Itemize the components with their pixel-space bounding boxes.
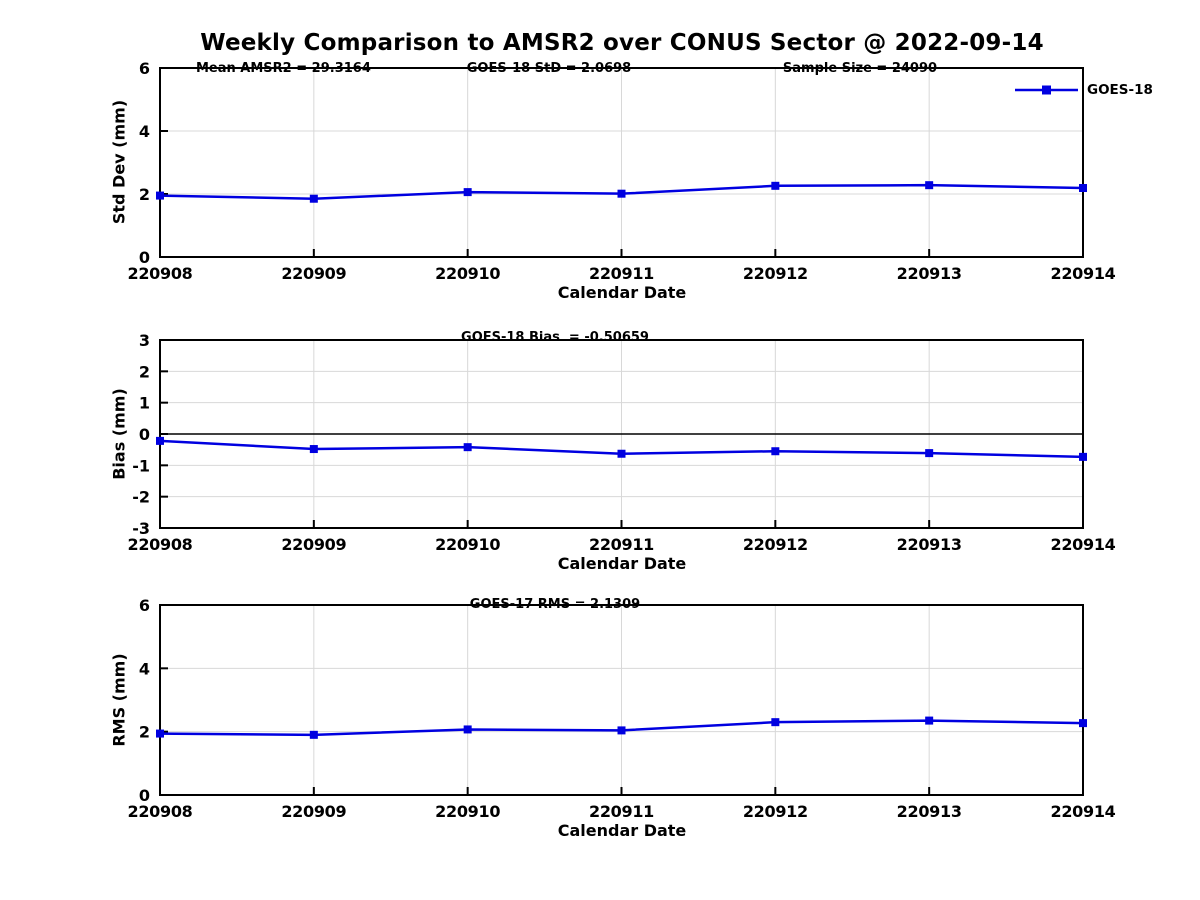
ylabel-std-dev: Std Dev (mm): [109, 99, 129, 225]
legend-label: GOES-18: [1087, 82, 1153, 98]
data-point-marker: [925, 449, 934, 458]
bias-goes18-markers: [156, 436, 1087, 461]
data-point-marker: [309, 730, 318, 739]
xlabel-calendar-date-3: Calendar Date: [557, 821, 687, 840]
y-tick-label: 0: [139, 248, 150, 267]
x-tick-label: 220910: [435, 535, 500, 554]
data-point-marker: [617, 189, 626, 198]
ylabel-bias: Bias (mm): [109, 388, 129, 480]
x-tick-label: 220909: [281, 802, 346, 821]
data-point-marker: [309, 445, 318, 454]
xlabel-calendar-date-1: Calendar Date: [557, 283, 687, 302]
x-tick-label: 220913: [897, 264, 962, 283]
rms-goes18-markers: [156, 716, 1087, 739]
y-tick-label: 0: [139, 425, 150, 444]
ylabel-rms: RMS (mm): [109, 653, 129, 747]
y-tick-label: 4: [139, 122, 150, 141]
y-tick-label: 6: [139, 59, 150, 78]
data-point-marker: [156, 191, 164, 200]
y-tick-label: 6: [139, 596, 150, 615]
x-tick-label: 220912: [743, 535, 808, 554]
x-tick-label: 220912: [743, 264, 808, 283]
y-tick-label: 3: [139, 331, 150, 350]
data-point-marker: [463, 443, 472, 452]
data-point-marker: [617, 449, 626, 458]
x-tick-label: 220914: [1051, 535, 1116, 554]
x-tick-label: 220909: [281, 535, 346, 554]
data-point-marker: [309, 194, 318, 203]
std-dev-chart: 0 2 4 6 220908 220909 220910 220911 220912 220913…: [128, 59, 1116, 283]
x-tick-label: 220913: [897, 535, 962, 554]
y-tick-label: -3: [132, 519, 150, 538]
page-title: Weekly Comparison to AMSR2 over CONUS Se…: [200, 30, 1044, 56]
data-point-marker: [156, 436, 164, 445]
annotation-sample-size: Sample Size = 24090: [782, 61, 938, 76]
x-tick-label: 220914: [1051, 264, 1116, 283]
xlabel-calendar-date-2: Calendar Date: [557, 554, 687, 573]
x-tick-label: 220908: [128, 535, 193, 554]
data-point-marker: [1079, 719, 1087, 728]
y-tick-label: -1: [132, 456, 150, 475]
data-point-marker: [1079, 184, 1087, 193]
annotation-goes18-std: GOES-18 StD = 2.0698: [466, 61, 632, 76]
legend-line-marker-icon: [1015, 85, 1078, 95]
x-tick-label: 220910: [435, 802, 500, 821]
y-tick-label: 0: [139, 786, 150, 805]
data-point-marker: [925, 716, 934, 725]
x-tick-label: 220910: [435, 264, 500, 283]
bias-chart: -3 -2 -1 0 1 2 3 220908 220909 220910 220911 220912…: [128, 331, 1116, 554]
data-point-marker: [617, 726, 626, 735]
data-point-marker: [463, 188, 472, 197]
data-point-marker: [771, 447, 780, 456]
y-tick-label: 2: [139, 723, 150, 742]
data-point-marker: [925, 181, 934, 190]
data-point-marker: [156, 729, 164, 738]
data-point-marker: [771, 718, 780, 727]
annotation-goes17-rms: GOES-17 RMS = 2.1309: [469, 597, 641, 612]
x-tick-label: 220909: [281, 264, 346, 283]
y-tick-label: 2: [139, 185, 150, 204]
x-tick-label: 220912: [743, 802, 808, 821]
y-tick-label: 1: [139, 394, 150, 413]
x-tick-label: 220914: [1051, 802, 1116, 821]
x-tick-label: 220913: [897, 802, 962, 821]
x-tick-label: 220908: [128, 802, 193, 821]
annotation-mean-amsr2: Mean AMSR2 = 29.3164: [196, 61, 371, 76]
y-tick-label: 4: [139, 659, 150, 678]
y-tick-label: 2: [139, 362, 150, 381]
x-tick-label: 220908: [128, 264, 193, 283]
legend: GOES-18: [1014, 82, 1153, 98]
data-point-marker: [771, 181, 780, 190]
data-point-marker: [1079, 452, 1087, 461]
x-tick-label: 220911: [589, 535, 654, 554]
std-dev-goes18-markers: [156, 181, 1087, 203]
rms-chart: 0 2 4 6 220908 220909 220910 220911 220912 220913…: [128, 596, 1116, 821]
y-tick-label: -2: [132, 488, 150, 507]
x-tick-label: 220911: [589, 264, 654, 283]
data-point-marker: [463, 725, 472, 734]
x-tick-label: 220911: [589, 802, 654, 821]
annotation-goes18-bias: GOES-18 Bias = -0.50659: [461, 330, 649, 345]
